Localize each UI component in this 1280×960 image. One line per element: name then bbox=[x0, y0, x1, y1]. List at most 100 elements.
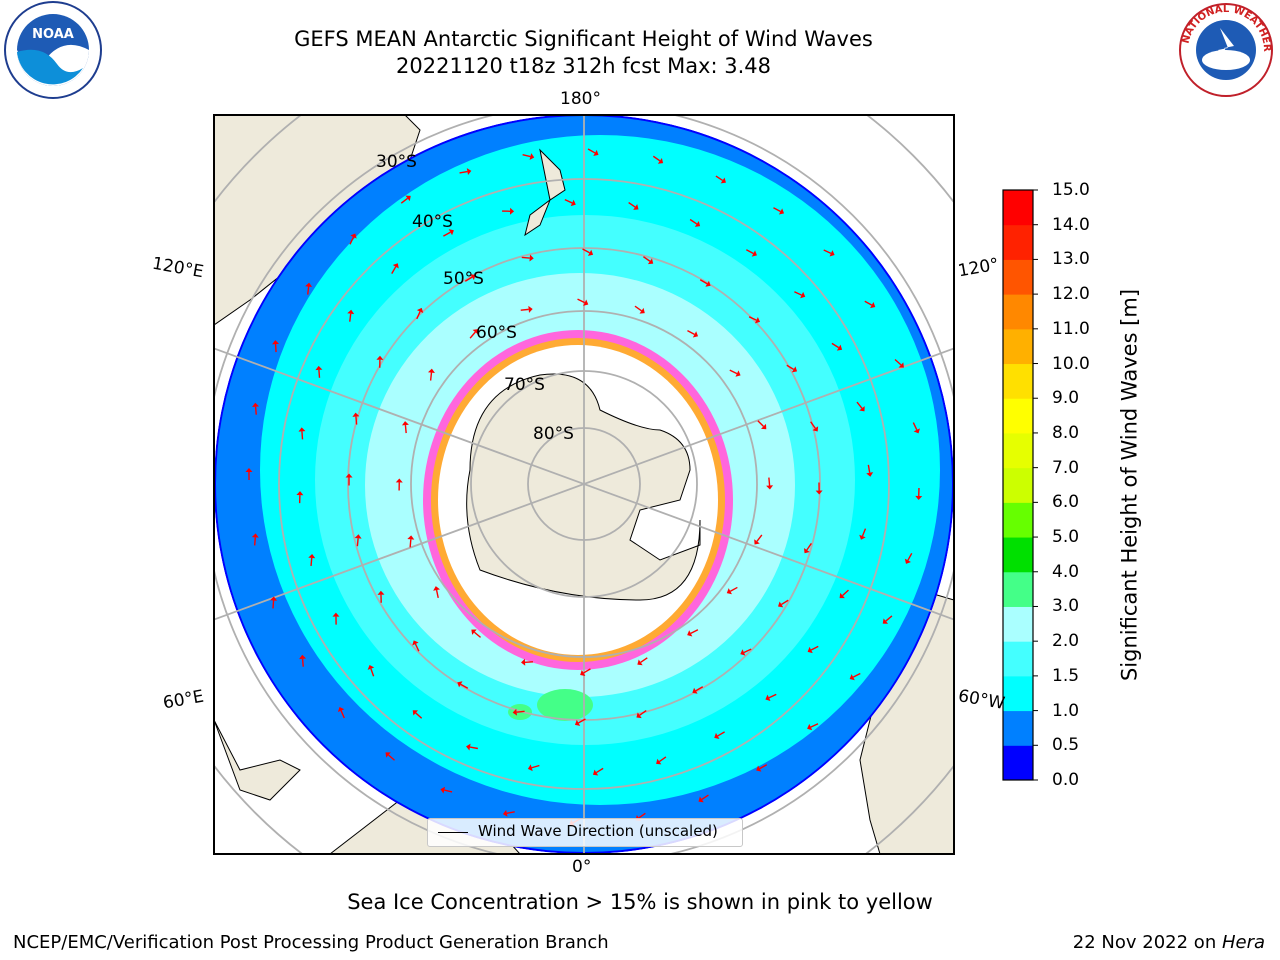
wind-arrow-shaft bbox=[391, 266, 397, 274]
wind-arrow-head bbox=[332, 612, 340, 617]
wind-arrow-head bbox=[849, 674, 855, 681]
wind-arrow-head bbox=[859, 406, 865, 412]
wind-arrow-shaft bbox=[715, 175, 723, 182]
wind-arrow-shaft bbox=[806, 543, 812, 551]
wind-arrow-shaft bbox=[460, 683, 469, 689]
wind-arrow-head bbox=[472, 329, 478, 335]
wind-arrow-head bbox=[657, 157, 664, 164]
wind-arrow-shaft bbox=[852, 672, 861, 678]
wind-arrow-shaft bbox=[729, 586, 738, 592]
wind-arrow-head bbox=[427, 368, 435, 373]
wind-arrow-shaft bbox=[894, 359, 902, 366]
wind-arrow-head bbox=[866, 472, 874, 477]
wind-arrow-head bbox=[470, 274, 476, 281]
wind-arrow-shaft bbox=[689, 218, 698, 225]
wind-arrow-head bbox=[898, 362, 904, 368]
wind-arrow-head bbox=[839, 592, 845, 599]
wind-arrow-shaft bbox=[823, 249, 832, 254]
wind-arrow-head bbox=[252, 402, 260, 408]
wind-arrow-shaft bbox=[578, 718, 586, 724]
colorbar-title: Significant Height of Wind Waves [m] bbox=[1117, 288, 1142, 682]
wind-arrow-shaft bbox=[340, 710, 345, 719]
wind-arrow-head bbox=[859, 534, 866, 540]
wind-arrow-head bbox=[471, 629, 477, 635]
wind-arrow-head bbox=[347, 309, 355, 315]
wind-arrow-shaft bbox=[429, 372, 433, 381]
wind-arrow-head bbox=[433, 586, 441, 591]
colorbar-tick-label: 13.0 bbox=[1052, 249, 1090, 270]
wind-arrow-head bbox=[521, 658, 526, 666]
wind-arrow-head bbox=[593, 149, 599, 156]
colorbar-segment bbox=[1003, 190, 1033, 226]
wind-arrow-head bbox=[401, 421, 409, 426]
wind-arrow-shaft bbox=[773, 207, 781, 213]
lat-label-50s: 50°S bbox=[443, 269, 484, 289]
wind-arrow-shaft bbox=[400, 197, 409, 204]
wind-arrow-shaft bbox=[746, 249, 754, 255]
wind-arrow-head bbox=[502, 809, 508, 817]
wind-arrow-shaft bbox=[595, 767, 604, 774]
wind-arrow-shaft bbox=[370, 668, 375, 677]
colorbar-tick-label: 8.0 bbox=[1052, 422, 1080, 443]
wind-arrow-head bbox=[765, 694, 771, 701]
wind-arrow-head bbox=[407, 535, 415, 540]
colorbar-tick-label: 10.0 bbox=[1052, 353, 1090, 374]
colorbar-segment bbox=[1003, 745, 1033, 781]
wind-arrow-shaft bbox=[810, 421, 816, 429]
wind-arrow-shaft bbox=[781, 599, 789, 606]
colorbar-tick-label: 14.0 bbox=[1052, 214, 1090, 235]
lat-label-80s: 80°S bbox=[533, 424, 574, 444]
wind-arrow-head bbox=[466, 168, 472, 176]
wind-arrow-head bbox=[527, 764, 533, 772]
wind-arrow-shaft bbox=[634, 305, 642, 312]
wind-arrow-head bbox=[270, 596, 278, 601]
wind-arrow-shaft bbox=[756, 534, 763, 542]
wind-arrow-shaft bbox=[253, 537, 256, 546]
wind-arrow-head bbox=[529, 153, 535, 160]
wind-arrow-shaft bbox=[577, 298, 586, 304]
wind-arrow-head bbox=[726, 588, 732, 595]
wind-arrow-shaft bbox=[717, 731, 725, 737]
footer-date-text: 22 Nov 2022 on bbox=[1072, 932, 1222, 953]
colorbar-tick-label: 12.0 bbox=[1052, 284, 1090, 305]
wind-arrow-shaft bbox=[701, 794, 709, 801]
wind-arrow-head bbox=[639, 307, 645, 314]
wind-arrow-head bbox=[448, 229, 454, 236]
wind-arrow-head bbox=[574, 719, 581, 726]
wind-arrow-shaft bbox=[831, 342, 840, 349]
colorbar-tick-label: 4.0 bbox=[1052, 561, 1080, 582]
wind-arrow-head bbox=[656, 758, 662, 765]
wind-arrow-shaft bbox=[531, 764, 540, 769]
wind-arrow-head bbox=[800, 291, 806, 299]
wind-arrow-shaft bbox=[810, 723, 819, 728]
wind-arrow-head bbox=[416, 307, 424, 313]
wind-arrow-shaft bbox=[318, 369, 321, 378]
wind-arrow-shaft bbox=[274, 344, 277, 353]
wind-arrow-shaft bbox=[435, 589, 439, 599]
wind-arrow-head bbox=[803, 548, 810, 554]
wind-arrow-shaft bbox=[907, 552, 913, 561]
colorbar-segment bbox=[1003, 328, 1033, 365]
wind-arrow-head bbox=[913, 428, 920, 434]
chart-title: GEFS MEAN Antarctic Significant Height o… bbox=[294, 27, 873, 51]
wind-arrow-head bbox=[807, 723, 813, 731]
colorbar-segment bbox=[1003, 432, 1033, 469]
wind-arrow-shaft bbox=[652, 155, 661, 162]
wind-arrow-head bbox=[395, 478, 403, 483]
wind-arrow-head bbox=[308, 553, 316, 559]
wind-arrow-shaft bbox=[414, 643, 420, 652]
colorbar bbox=[1002, 189, 1038, 781]
wind-arrow-head bbox=[305, 282, 313, 287]
wind-arrow-shaft bbox=[842, 589, 849, 597]
colorbar-segment bbox=[1003, 259, 1033, 295]
wind-arrow-head bbox=[385, 752, 391, 758]
wind-arrow-shaft bbox=[640, 657, 648, 663]
colorbar-tick-label: 1.5 bbox=[1052, 665, 1080, 686]
wind-arrow-shaft bbox=[506, 811, 515, 815]
wind-arrow-head bbox=[528, 305, 533, 313]
wind-arrow-head bbox=[735, 370, 741, 377]
wind-arrow-head bbox=[740, 649, 746, 656]
legend-line-sample bbox=[438, 832, 468, 833]
wind-arrow-shaft bbox=[469, 331, 476, 339]
wind-arrow-head bbox=[299, 654, 307, 660]
